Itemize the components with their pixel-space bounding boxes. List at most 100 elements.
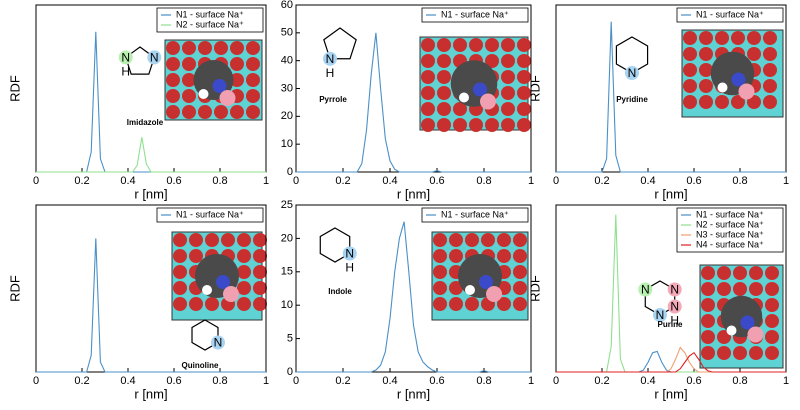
inset-na (480, 93, 496, 110)
inset-atom (421, 86, 435, 100)
atom-highlight (667, 282, 682, 297)
inset-h (459, 92, 469, 103)
y-tick-label: 10 (281, 138, 293, 150)
inset-atom (189, 249, 203, 263)
inset-atom (437, 38, 451, 52)
inset-atom (747, 31, 761, 45)
inset-atom (173, 249, 187, 263)
panel: N Quinoline 0 0.2 0.4 0.6 0.8 1 r [nm] RDF N1 - su… (7, 204, 269, 401)
inset-atom (166, 105, 180, 119)
inset-image (431, 231, 529, 321)
inset-image (699, 264, 784, 369)
inset-atom (485, 38, 499, 52)
inset-bg (431, 231, 529, 321)
x-tick-label: 0.8 (212, 375, 227, 387)
data-line (556, 351, 786, 373)
x-tick-label: 1 (783, 375, 789, 387)
inset-atom (501, 38, 515, 52)
inset-atom (765, 330, 779, 344)
inset-atom (497, 233, 511, 247)
molecule-ring (323, 27, 357, 60)
y-axis-title: RDF (527, 75, 542, 102)
inset-atom (715, 31, 729, 45)
inset-atom (701, 330, 715, 344)
inset-atom (683, 95, 697, 109)
inset-image (164, 39, 263, 121)
x-tick-label: 0.8 (732, 375, 747, 387)
inset-atom (433, 233, 447, 247)
x-tick-label: 0.6 (429, 375, 444, 387)
inset-image (419, 36, 531, 132)
inset-atom (717, 346, 731, 360)
y-tick-label: 60 (281, 0, 293, 11)
legend-box (421, 207, 529, 223)
inset-na (486, 286, 502, 302)
inset-atom (449, 249, 463, 263)
inset-atom (173, 265, 187, 279)
legend-box (676, 207, 784, 253)
atom-label: N (150, 51, 159, 65)
inset-atom (433, 297, 447, 311)
inset-atom (166, 73, 180, 87)
inset-atom (717, 282, 731, 296)
inset-atom (166, 41, 180, 55)
inset-atom (731, 31, 745, 45)
y-tick-label: 10 (281, 299, 293, 311)
molecule-name: Imidazole (127, 118, 164, 127)
inset-n (212, 79, 227, 93)
y-tick-label: 0 (287, 166, 293, 178)
inset-atom (198, 105, 212, 119)
inset-atom (699, 31, 713, 45)
inset-atom (701, 282, 715, 296)
legend-label: N2 - surface Na⁺ (696, 219, 764, 229)
molecule-name: Pyrrole (319, 95, 347, 104)
x-tick-label: 0 (553, 175, 559, 187)
legend-box (676, 7, 784, 23)
atom-label: N (214, 336, 223, 350)
inset-atom (763, 95, 777, 109)
legend-label: N1 - surface Na⁺ (696, 209, 764, 219)
atom-label: N (628, 66, 637, 80)
atom-label: N (121, 51, 130, 65)
inset-atom (513, 249, 527, 263)
inset-atom (253, 265, 267, 279)
inset-atom (765, 298, 779, 312)
inset-image (171, 231, 267, 321)
molecule-name: Indole (328, 287, 352, 296)
inset-atom (733, 282, 747, 296)
inset-atom (449, 233, 463, 247)
atom-label: H (121, 65, 130, 79)
inset-atom (683, 79, 697, 93)
inset-atom (749, 346, 763, 360)
x-tick-label: 0 (553, 375, 559, 387)
inset-atom (699, 95, 713, 109)
inset-atom (230, 57, 244, 71)
inset-atom (230, 105, 244, 119)
inset-atom (449, 281, 463, 295)
inset-atom (731, 95, 745, 109)
x-tick-label: 0.2 (335, 375, 350, 387)
inset-atom (449, 297, 463, 311)
x-tick-label: 0.4 (120, 375, 135, 387)
inset-atom (253, 297, 267, 311)
y-tick-label: 5 (287, 333, 293, 345)
x-tick-label: 0.4 (640, 375, 655, 387)
legend-label: N1 - surface Na⁺ (441, 9, 509, 19)
inset-atom (453, 38, 467, 52)
inset-h (717, 82, 728, 93)
inset-atom (683, 31, 697, 45)
inset-atom (433, 281, 447, 295)
atom-highlight (667, 299, 682, 314)
inset-atom (421, 38, 435, 52)
inset-atom (253, 281, 267, 295)
y-tick-label: 20 (281, 110, 293, 122)
inset-atom (469, 118, 483, 132)
inset-atom (465, 233, 479, 247)
inset-atom (701, 314, 715, 328)
inset-atom (465, 297, 479, 311)
inset-atom (501, 54, 515, 68)
inset-atom (683, 63, 697, 77)
inset-atom (421, 102, 435, 116)
